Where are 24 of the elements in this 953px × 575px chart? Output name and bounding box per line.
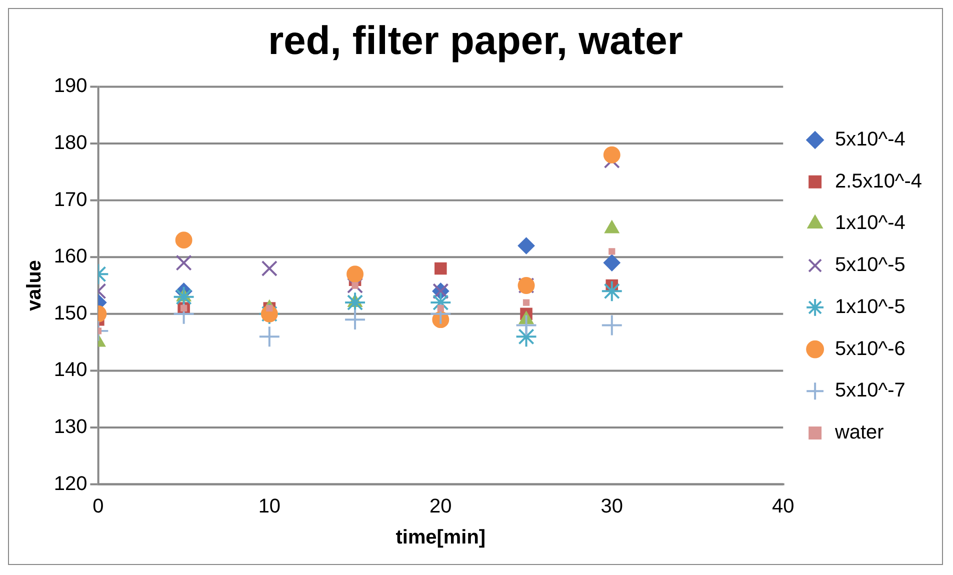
x-tick-label: 40 <box>772 496 794 518</box>
y-tick-label: 180 <box>54 132 88 154</box>
y-tick-label: 120 <box>54 472 88 495</box>
legend-label: 2.5x10^-4 <box>835 170 922 192</box>
legend-label: 1x10^-4 <box>835 212 906 234</box>
legend-label: 5x10^-6 <box>835 338 906 360</box>
y-tick-label: 140 <box>54 359 88 382</box>
legend-label: 5x10^-4 <box>835 128 906 151</box>
chart-title: red, filter paper, water <box>268 18 683 63</box>
x-tick-label: 30 <box>600 496 623 518</box>
x-tick-label: 10 <box>258 496 281 518</box>
x-tick-label: 0 <box>92 496 104 518</box>
legend-label: water <box>834 421 884 444</box>
legend-label: 1x10^-5 <box>835 296 906 318</box>
legend-label: 5x10^-5 <box>835 254 906 276</box>
y-tick-label: 170 <box>54 188 88 211</box>
y-tick-label: 190 <box>54 75 88 98</box>
y-tick-label: 150 <box>54 302 88 324</box>
y-tick-label: 160 <box>54 246 88 268</box>
x-tick-label: 20 <box>430 496 452 518</box>
y-axis-title: value <box>23 260 46 311</box>
y-tick-label: 130 <box>54 416 88 438</box>
legend-label: 5x10^-7 <box>835 380 906 402</box>
x-axis-title: time[min] <box>396 526 486 549</box>
